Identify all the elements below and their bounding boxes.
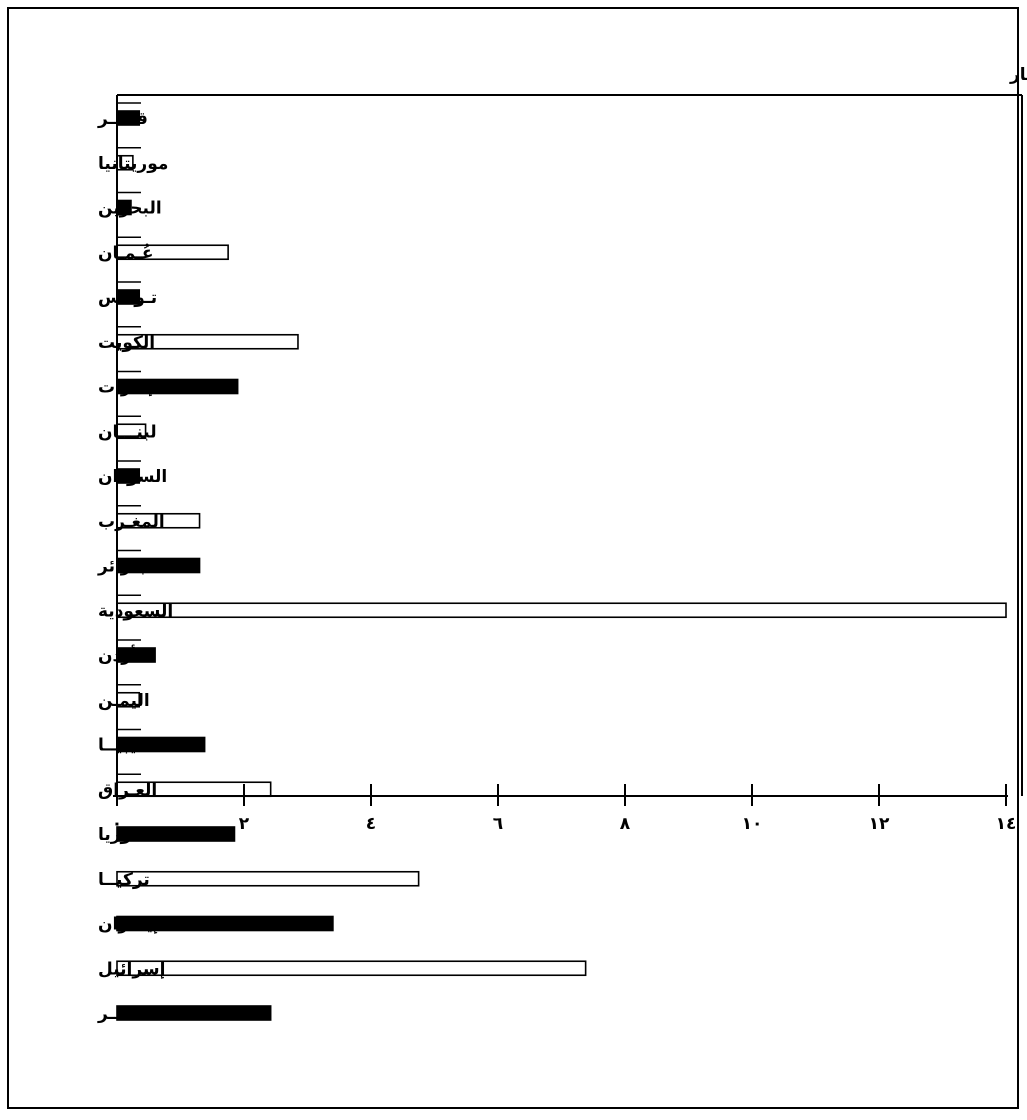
bar-11: [116, 602, 1007, 619]
category-label: ســوريا: [98, 825, 160, 845]
chart-frame: [7, 7, 1019, 1109]
bar-16: [116, 826, 236, 842]
category-label: إيـــران: [98, 915, 159, 935]
category-label: تـونـس: [98, 288, 157, 308]
category-label: عُـمـان: [98, 243, 154, 263]
category-label: تركيــا: [98, 870, 150, 890]
category-label: السعودية: [98, 601, 173, 621]
category-label: ليبيــا: [98, 736, 143, 756]
category-label: الأردن: [98, 645, 150, 666]
bar-19: [116, 960, 587, 977]
bar-18: [116, 915, 334, 932]
category-label: العـراق: [98, 780, 157, 800]
category-label: قـطـر: [97, 109, 148, 129]
bar-17: [116, 870, 420, 887]
category-label: الجـزائر: [97, 557, 162, 577]
category-label: الكويت: [98, 333, 155, 353]
category-label: اليمـن: [98, 691, 150, 711]
x-tick-label: ٠: [112, 814, 122, 834]
x-tick-label: ٦: [493, 814, 503, 834]
category-label: لبنـــان: [98, 422, 157, 442]
category-label: المغـرب: [98, 512, 165, 532]
bar-20: [116, 1005, 272, 1021]
x-tick-label: ٤: [366, 814, 376, 834]
x-tick-label: ٢: [239, 814, 250, 834]
category-label: الإمارات: [98, 378, 166, 398]
category-label: موريتانيا: [98, 154, 168, 174]
category-label: السودان: [98, 467, 167, 487]
unit-label: مليـــار: [1009, 65, 1027, 85]
category-label: إسرائيل: [98, 959, 165, 979]
x-tick-label: ١٢: [869, 814, 890, 834]
category-label: مصــر: [97, 1004, 147, 1024]
category-label: البحرين: [98, 199, 162, 219]
x-tick-label: ٨: [620, 814, 631, 834]
x-tick-label: ١٤: [996, 814, 1017, 834]
x-tick-label: ١٠: [742, 814, 763, 834]
